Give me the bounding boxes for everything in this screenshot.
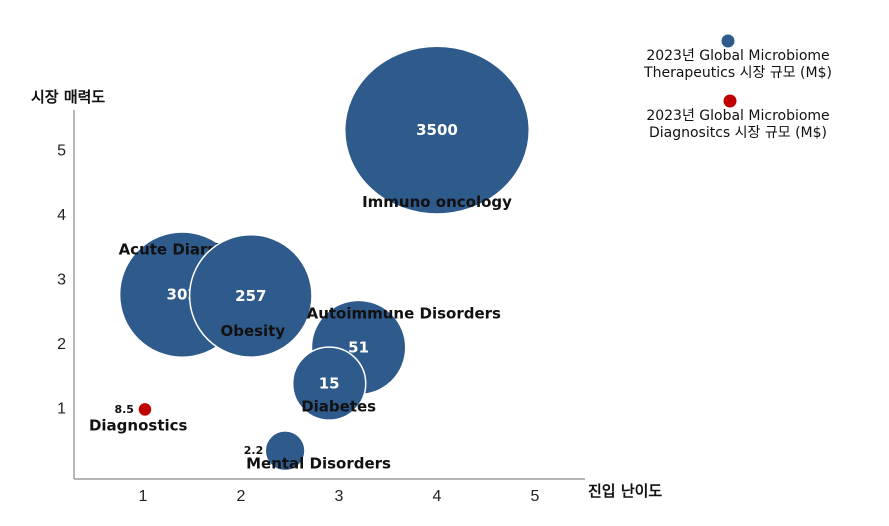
y-tick-label: 5 (57, 143, 66, 160)
legend-label: 2023년 Global Microbiome (646, 48, 829, 64)
bubble-category-label: Obesity (220, 322, 285, 340)
y-tick-label: 2 (57, 336, 66, 353)
bubble (188, 233, 313, 358)
bubble-category-label: Diabetes (301, 398, 376, 416)
bubble-category-label: Diagnostics (89, 416, 188, 434)
bubble-category-label: Immuno oncology (362, 193, 512, 211)
legend-label: 2023년 Global Microbiome (646, 108, 829, 124)
bubble-value-label: 8.5 (114, 403, 134, 416)
bubble (343, 45, 531, 215)
y-tick-label: 3 (57, 272, 66, 289)
legend-label: Therapeutics 시장 규모 (M$) (643, 65, 832, 81)
bubble-category-label: Autoimmune Disorders (307, 305, 501, 323)
x-tick-label: 3 (335, 488, 344, 505)
x-tick-label: 2 (237, 488, 246, 505)
bubble-category-label: Mental Disorders (246, 455, 391, 473)
bubble-value-label: 51 (348, 339, 369, 357)
bubble (264, 430, 306, 472)
legend-marker (721, 34, 735, 48)
bubble-value-label: 2.2 (244, 444, 264, 457)
x-tick-label: 1 (139, 488, 148, 505)
bubble-value-label: 3500 (416, 121, 458, 139)
x-axis-title: 진입 난이도 (588, 482, 662, 500)
y-tick-label: 1 (57, 401, 66, 418)
x-tick-label: 4 (433, 488, 442, 505)
bubble-value-label: 257 (235, 287, 266, 305)
legend-marker (723, 94, 737, 108)
legend-label: Diagnositcs 시장 규모 (M$) (649, 125, 827, 141)
bubble-value-label: 15 (319, 375, 340, 393)
bubble (137, 401, 153, 418)
y-tick-label: 4 (57, 207, 66, 224)
bubble (291, 346, 367, 421)
y-axis-title: 시장 매력도 (31, 88, 105, 106)
x-tick-label: 5 (531, 488, 540, 505)
